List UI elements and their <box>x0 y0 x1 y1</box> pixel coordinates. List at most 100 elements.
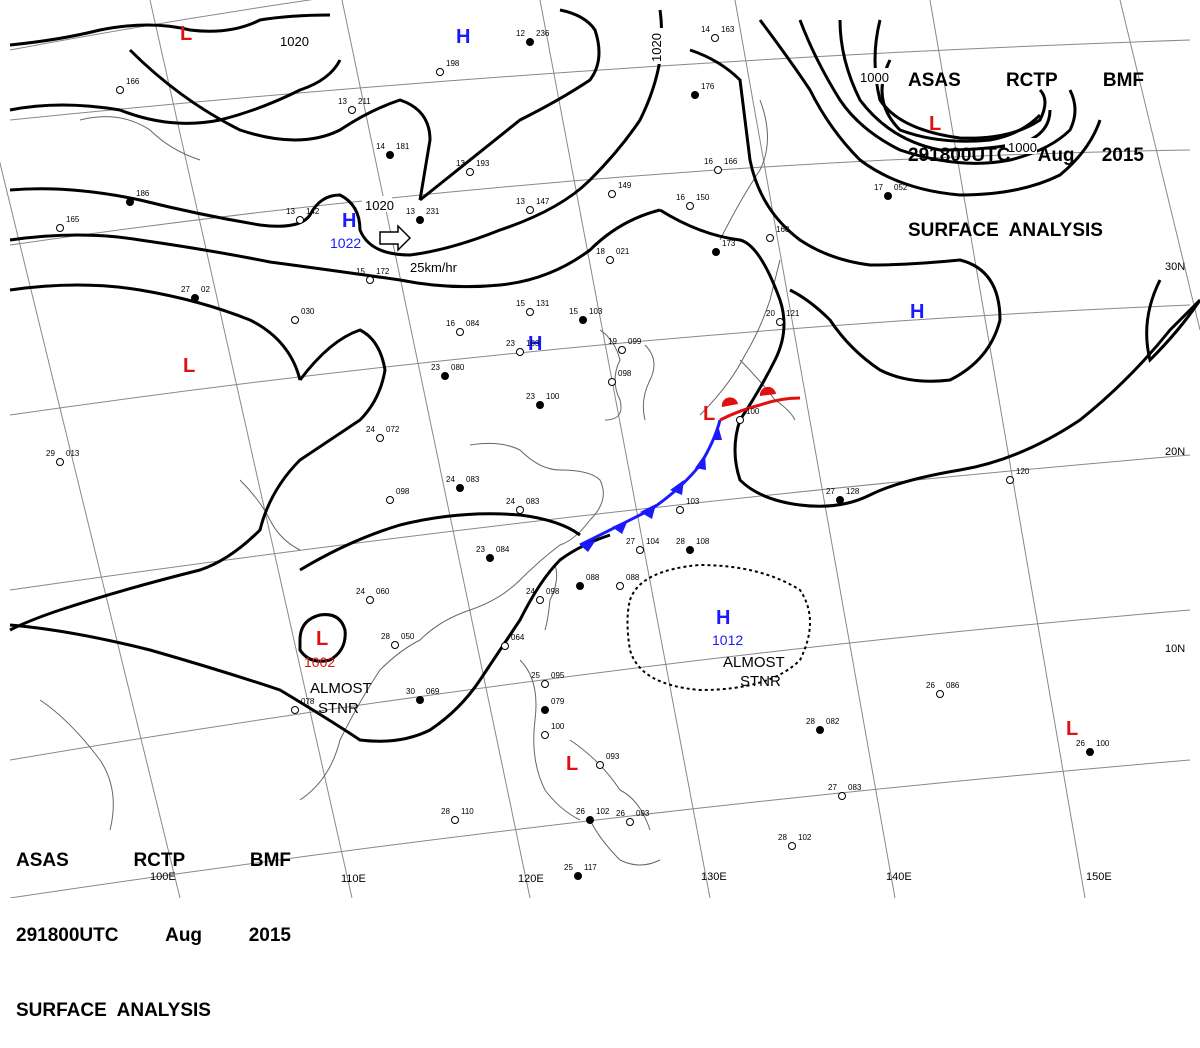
station-plot: 30 069 <box>406 687 440 704</box>
station-plot: 13 211 <box>338 97 371 114</box>
station-temperature: 17 <box>874 183 883 192</box>
station-temperature: 28 <box>441 807 450 816</box>
station-pressure: 093 <box>606 752 620 761</box>
station-temperature: 24 <box>526 587 535 596</box>
station-circle <box>541 706 549 714</box>
station-pressure: 117 <box>584 863 597 872</box>
month-label: Aug <box>165 925 203 946</box>
station-plot: 198 <box>436 59 460 76</box>
station-temperature: 28 <box>806 717 815 726</box>
station-plot: 100 <box>541 722 565 739</box>
station-circle <box>776 318 784 326</box>
station-pressure: 021 <box>616 247 630 256</box>
station-pressure: 084 <box>496 545 510 554</box>
station-pressure: 165 <box>66 215 80 224</box>
station-plot: 165 <box>56 215 80 232</box>
longitude-label: 150E <box>1086 871 1112 883</box>
office-label: BMF <box>249 850 291 871</box>
station-pressure: 100 <box>551 722 565 731</box>
station-plot: 13 231 <box>406 207 440 224</box>
low-center-marker: L <box>703 403 715 425</box>
station-pressure: 100 <box>746 407 760 416</box>
station-plot: 14 181 <box>376 142 410 159</box>
station-plot: 26 102 <box>576 807 610 824</box>
station-pressure: 147 <box>536 197 550 206</box>
station-circle <box>296 216 304 224</box>
station-plot: 093 <box>596 752 620 769</box>
station-temperature: 28 <box>778 833 787 842</box>
station-pressure: 102 <box>596 807 610 816</box>
station-plot: 186 <box>126 189 150 206</box>
station-plot: 064 <box>501 633 525 650</box>
axis-labels: 100E 110E 120E 130E 140E 150E 30N 20N 10… <box>150 261 1185 885</box>
low-center-marker: L <box>180 23 192 45</box>
station-temperature: 29 <box>46 449 55 458</box>
almost-stnr-label: STNR <box>740 673 781 690</box>
longitude-label: 100E <box>150 871 176 883</box>
latitude-label: 20N <box>1165 446 1185 458</box>
station-circle <box>366 276 374 284</box>
high-center-marker: H <box>342 210 356 232</box>
station-pressure: 079 <box>551 697 565 706</box>
station-plot: 030 <box>291 307 315 324</box>
station-circle <box>574 872 582 880</box>
agency-label: ASAS <box>16 850 69 871</box>
header-top: ASAS RCTP BMF 291800UTC Aug 2015 SURFACE… <box>908 18 1144 268</box>
station-pressure: 084 <box>466 319 480 328</box>
station-circle <box>526 308 534 316</box>
station-circle <box>636 546 644 554</box>
station-circle <box>526 38 534 46</box>
station-circle <box>766 234 774 242</box>
station-plot: 15 103 <box>569 307 603 324</box>
station-circle <box>191 294 199 302</box>
station-temperature: 28 <box>381 632 390 641</box>
motion-arrow: 25km/hr <box>379 224 458 275</box>
station-circle <box>1086 748 1094 756</box>
station-plot: 27 02 <box>181 285 210 302</box>
station-temperature: 27 <box>626 537 635 546</box>
station-temperature: 15 <box>356 267 365 276</box>
station-circle <box>836 496 844 504</box>
motion-speed-label: 25km/hr <box>410 260 458 275</box>
station-temperature: 19 <box>608 337 617 346</box>
station-temperature: 18 <box>596 247 605 256</box>
station-plot: 13 147 <box>516 197 550 214</box>
station-circle <box>348 106 356 114</box>
station-pressure: 166 <box>724 157 738 166</box>
station-plot: 28 102 <box>778 833 812 850</box>
station-temperature: 24 <box>446 475 455 484</box>
station-temperature: 14 <box>701 25 710 34</box>
station-pressure: 186 <box>136 189 150 198</box>
longitude-label: 140E <box>886 871 912 883</box>
station-circle <box>501 642 509 650</box>
low-center-marker: L <box>1066 718 1078 740</box>
product-label: SURFACE ANALYSIS <box>16 1000 211 1021</box>
station-plot: 120 <box>1006 467 1030 484</box>
station-circle <box>291 706 299 714</box>
station-circle <box>456 328 464 336</box>
station-circle <box>536 596 544 604</box>
high-center-value: 1022 <box>330 235 361 251</box>
station-temperature: 24 <box>506 497 515 506</box>
station-pressure: 211 <box>358 97 371 106</box>
station-circle <box>579 316 587 324</box>
station-plot: 23 084 <box>476 545 510 562</box>
station-pressure: 030 <box>301 307 315 316</box>
station-temperature: 16 <box>704 157 713 166</box>
station-pressure: 088 <box>626 573 640 582</box>
station-circle <box>541 731 549 739</box>
warm-front <box>719 396 801 422</box>
station-circle <box>56 458 64 466</box>
station-circle <box>366 596 374 604</box>
station-temperature: 23 <box>526 392 535 401</box>
station-plot: 176 <box>691 82 715 99</box>
station-pressure: 149 <box>618 181 632 190</box>
station-circle <box>116 86 124 94</box>
station-temperature: 13 <box>516 197 525 206</box>
isobars <box>9 8 1200 743</box>
isobar-labels: 1020 1020 1020 1000 1000 <box>277 28 1037 213</box>
station-circle <box>126 198 134 206</box>
station-temperature: 27 <box>181 285 190 294</box>
station-pressure: 082 <box>826 717 840 726</box>
station-pressure: 083 <box>466 475 480 484</box>
